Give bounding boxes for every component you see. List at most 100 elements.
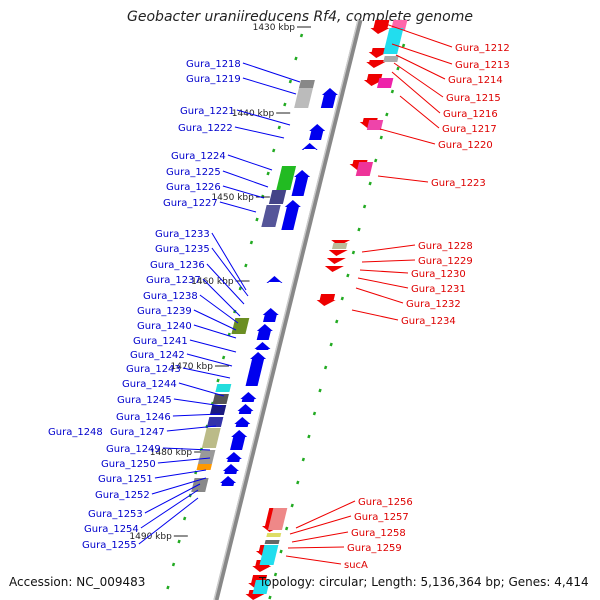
- tick-mark-left: [171, 562, 176, 567]
- leader-line-right: [291, 531, 349, 543]
- leader-line-right: [295, 500, 356, 529]
- gene-forward: [230, 430, 248, 450]
- gene-label-right: Gura_1212: [455, 43, 510, 54]
- tick-mark-right: [346, 273, 350, 278]
- leader-line-right: [359, 269, 409, 274]
- tick-mark-left: [272, 148, 276, 153]
- gene-box-salmon: [268, 508, 288, 530]
- gene-reverse: [326, 258, 346, 264]
- gene-label-left: Gura_1218: [186, 59, 241, 70]
- gene-forward: [225, 452, 242, 462]
- gene-forward: [254, 342, 271, 350]
- tick-mark-left: [177, 539, 181, 544]
- leader-line-left: [242, 62, 301, 83]
- tick-mark-right: [351, 250, 356, 255]
- gene-box-navy: [209, 405, 227, 415]
- tick-mark-right: [273, 572, 278, 577]
- gene-label-left: Gura_1255: [82, 540, 137, 551]
- gene-box-green: [276, 166, 297, 190]
- gene-box-grey: [298, 80, 315, 88]
- leader-line-left: [211, 247, 249, 297]
- gene-box-yellow: [266, 533, 282, 537]
- leader-line-left: [144, 483, 201, 514]
- gene-forward: [237, 404, 254, 414]
- gene-box-navy: [206, 417, 224, 427]
- gene-label-right: Gura_1216: [443, 109, 498, 120]
- gene-label-left: Gura_1243: [126, 364, 181, 375]
- leader-line-right: [379, 21, 453, 48]
- gene-label-right: Gura_1229: [418, 256, 473, 267]
- gene-label-left: Gura_1237: [146, 275, 201, 286]
- leader-line-right: [357, 277, 409, 289]
- gene-box-grey: [383, 56, 399, 62]
- gene-box-cyan: [215, 384, 232, 392]
- tick-mark-left: [299, 33, 304, 38]
- gene-label-right: Gura_1256: [358, 497, 413, 508]
- tick-mark-right: [335, 319, 339, 324]
- tick-mark-left: [266, 171, 270, 176]
- leader-line-left: [193, 309, 237, 331]
- gene-box-magenta: [376, 78, 394, 88]
- gene-label-left: Gura_1224: [171, 151, 226, 162]
- leader-line-left: [140, 489, 199, 529]
- gene-label-left: Gura_1221: [180, 106, 235, 117]
- gene-box-navy: [268, 190, 287, 204]
- gene-label-left: Gura_1245: [117, 395, 172, 406]
- gene-box-magenta: [366, 120, 384, 130]
- tick-mark-right: [279, 549, 283, 554]
- gene-reverse: [366, 60, 386, 68]
- gene-label-left: Gura_1235: [155, 244, 210, 255]
- gene-label-right: Gura_1257: [354, 512, 409, 523]
- gene-reverse: [324, 266, 344, 272]
- leader-line-right: [287, 546, 345, 549]
- leader-line-left: [222, 170, 269, 188]
- gene-label-left: Gura_1241: [133, 336, 188, 347]
- leader-line-right: [399, 95, 440, 129]
- leader-line-left: [227, 154, 273, 171]
- scale-label: 1480 kbp: [150, 448, 193, 458]
- tick-mark-right: [323, 365, 328, 370]
- scale-label: 1490 kbp: [129, 532, 172, 542]
- leader-line-right: [289, 515, 352, 535]
- gene-label-left: Gura_1225: [166, 167, 221, 178]
- gene-box-navy: [261, 205, 281, 227]
- tick-mark-right: [340, 296, 344, 301]
- gene-box-cyan: [383, 28, 404, 54]
- gene-forward: [262, 308, 279, 322]
- leader-line-left: [206, 263, 245, 305]
- genome-summary: Topology: circular; Length: 5,136,364 bp…: [259, 575, 589, 589]
- leader-line-left: [236, 109, 291, 126]
- gene-box-khaki: [332, 243, 348, 249]
- leader-line-left: [189, 339, 237, 353]
- gene-label-left: Gura_1249: [106, 444, 161, 455]
- tick-mark-left: [283, 102, 287, 107]
- leader-line-left: [202, 278, 241, 317]
- gene-label-left: Gura_1251: [98, 474, 153, 485]
- tick-mark-left: [294, 56, 298, 61]
- gene-box-grey: [264, 540, 280, 544]
- gene-label-right: Gura_1232: [406, 299, 461, 310]
- gene-label-right: Gura_1215: [446, 93, 501, 104]
- tick-mark-left: [277, 125, 281, 130]
- gene-forward: [256, 324, 273, 340]
- gene-label-left: Gura_1246: [116, 412, 171, 423]
- gene-label-left: Gura_1254: [84, 524, 139, 535]
- gene-label-right: Gura_1230: [411, 269, 466, 280]
- gene-label-left: Gura_1248: [48, 427, 103, 438]
- gene-box-cyan: [252, 580, 270, 594]
- gene-label-right: Gura_1220: [438, 140, 493, 151]
- scale-label: 1440 kbp: [232, 109, 275, 119]
- tick-mark-left: [255, 217, 259, 222]
- leader-line-left: [186, 353, 233, 367]
- leader-line-left: [166, 425, 217, 432]
- tick-mark-right: [379, 135, 383, 140]
- leader-line-right: [361, 244, 416, 253]
- leader-line-left: [242, 77, 297, 95]
- leader-line-right: [395, 54, 446, 80]
- scale-label: 1460 kbp: [191, 277, 234, 287]
- tick-mark-right: [284, 526, 289, 531]
- gene-box-orange: [196, 464, 212, 470]
- gene-box-khaki: [201, 428, 221, 448]
